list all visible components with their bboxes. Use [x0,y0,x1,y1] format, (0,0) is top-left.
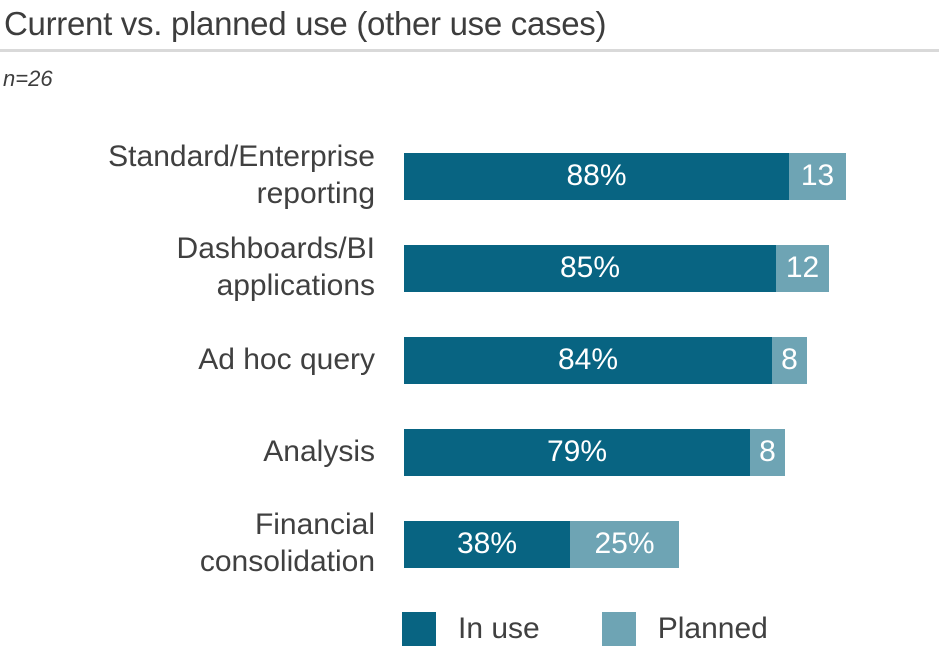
bar-group: 38% 25% [404,520,679,568]
bar-group: 88% 13 [404,152,846,200]
bar-group: 79% 8 [404,428,785,476]
bar-segment-planned: 25% [570,520,679,568]
bar-segment-planned: 8 [772,336,807,384]
bar-segment-in-use: 84% [404,336,772,384]
bar-segment-in-use: 85% [404,244,776,292]
category-label: Dashboards/BI applications [176,232,375,302]
category-label: Analysis [263,434,375,468]
legend-label: In use [458,612,540,645]
chart-row: Dashboards/BI applications 85% 12 [0,222,939,314]
bar-segment-in-use: 38% [404,520,570,568]
bar-segment-in-use: 88% [404,152,789,200]
chart-legend: In use Planned [402,612,939,646]
chart-title: Current vs. planned use (other use cases… [4,5,607,42]
bar-segment-planned: 8 [750,428,785,476]
legend-swatch [402,612,436,646]
chart-row: Analysis 79% 8 [0,406,939,498]
bar-segment-planned: 12 [776,244,829,292]
chart-row: Financial consolidation 38% 25% [0,498,939,590]
bar-group: 85% 12 [404,244,829,292]
sample-size-note: n=26 [3,66,53,91]
legend-swatch [601,612,636,646]
legend-item-planned: Planned [601,612,768,646]
chart-row: Ad hoc query 84% 8 [0,314,939,406]
stacked-bar-chart: Standard/Enterprise reporting 88% 13 Dashbo… [0,130,939,590]
category-label: Financial consolidation [199,508,375,578]
bar-segment-in-use: 79% [404,428,750,476]
legend-label: Planned [657,612,768,645]
bar-segment-planned: 13 [789,152,846,200]
title-divider [0,49,939,52]
chart-row: Standard/Enterprise reporting 88% 13 [0,130,939,222]
legend-item-in-use: In use [402,612,540,646]
category-label: Ad hoc query [198,342,375,376]
category-label: Standard/Enterprise reporting [108,140,375,210]
bar-group: 84% 8 [404,336,807,384]
